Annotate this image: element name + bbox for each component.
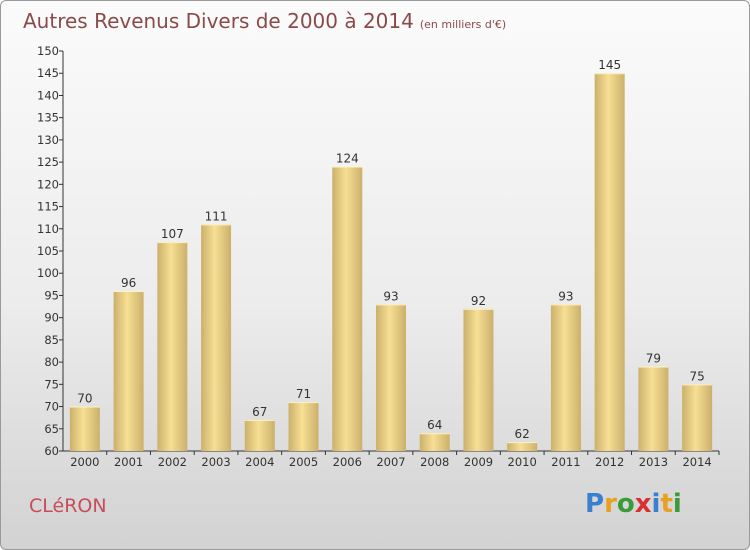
y-tick-label: 145 [37, 66, 59, 80]
x-tick-label: 2000 [70, 455, 99, 469]
bar-value-label: 64 [427, 418, 442, 432]
bar-value-label: 111 [205, 209, 228, 223]
bar [332, 166, 363, 452]
x-tick-label: 2004 [245, 455, 274, 469]
y-tick-label: 85 [44, 333, 59, 347]
y-tick-label: 150 [37, 44, 59, 58]
logo-letter: r [604, 489, 617, 519]
x-tick-label: 2009 [464, 455, 493, 469]
y-tick-label: 100 [37, 266, 59, 280]
y-tick-label: 105 [37, 244, 59, 258]
bar [69, 406, 100, 451]
logo-letter: o [616, 489, 635, 519]
bar-value-label: 93 [558, 289, 573, 303]
y-tick-label: 80 [44, 355, 59, 369]
bar [507, 442, 538, 451]
logo-letter: t [660, 489, 673, 519]
bar-value-label: 96 [121, 276, 136, 290]
logo-letter: i [651, 489, 661, 519]
bar-value-label: 71 [296, 387, 311, 401]
bar [157, 242, 188, 451]
x-tick-label: 2008 [420, 455, 449, 469]
x-tick-label: 2013 [639, 455, 668, 469]
y-tick-label: 65 [44, 422, 59, 436]
x-tick-label: 2003 [201, 455, 230, 469]
bar [113, 291, 144, 451]
proxiti-logo[interactable]: Proxiti [585, 489, 682, 519]
bar-value-label: 93 [383, 289, 398, 303]
x-tick-label: 2005 [289, 455, 318, 469]
x-tick-label: 2001 [114, 455, 143, 469]
x-tick-label: 2011 [551, 455, 580, 469]
x-tick-label: 2012 [595, 455, 624, 469]
y-tick-label: 90 [44, 311, 59, 325]
x-tick-label: 2006 [333, 455, 362, 469]
y-tick-label: 110 [37, 222, 59, 236]
chart-title-main: Autres Revenus Divers de 2000 à 2014 [23, 9, 414, 33]
bar [288, 402, 319, 451]
bar-value-label: 70 [77, 392, 92, 406]
bar-value-label: 124 [336, 152, 359, 166]
y-tick-label: 70 [44, 400, 59, 414]
bar [682, 384, 713, 451]
y-tick-label: 60 [44, 444, 59, 458]
bar-value-label: 62 [515, 427, 530, 441]
bar [201, 224, 232, 451]
bar-value-label: 145 [598, 58, 621, 72]
y-tick-label: 140 [37, 88, 59, 102]
bar-value-label: 107 [161, 227, 184, 241]
y-tick-label: 120 [37, 177, 59, 191]
y-tick-label: 135 [37, 111, 59, 125]
bar [463, 308, 494, 451]
y-tick-label: 75 [44, 377, 59, 391]
bar [419, 433, 450, 451]
y-tick-label: 95 [44, 288, 59, 302]
bar [638, 366, 669, 451]
logo-letter: x [634, 489, 652, 519]
y-tick-label: 115 [37, 200, 59, 214]
y-tick-label: 130 [37, 133, 59, 147]
logo-letter: i [672, 489, 682, 519]
bars: 70 96 107 111 67 71 124 93 64 92 62 93 145 79 75 [69, 58, 713, 452]
commune-name: CLéRON [29, 495, 107, 517]
x-tick-label: 2002 [158, 455, 187, 469]
logo-letter: P [585, 489, 605, 519]
chart-title-unit: (en milliers d'€) [419, 18, 507, 31]
bar [244, 419, 275, 451]
chart-title: Autres Revenus Divers de 2000 à 2014 (en … [23, 9, 506, 33]
bar-value-label: 79 [646, 352, 661, 366]
bar [550, 304, 581, 451]
axes: 60 65 70 75 80 85 90 95 100 105 110 115 120 125 130 135… [37, 44, 720, 469]
x-tick-label: 2007 [376, 455, 405, 469]
x-tick-label: 2010 [508, 455, 537, 469]
bar-value-label: 67 [252, 405, 267, 419]
bar [376, 304, 406, 451]
bar-value-label: 92 [471, 294, 486, 308]
bar-value-label: 75 [689, 369, 704, 383]
y-tick-label: 125 [37, 155, 59, 169]
x-tick-label: 2014 [682, 455, 711, 469]
bar [594, 73, 625, 451]
